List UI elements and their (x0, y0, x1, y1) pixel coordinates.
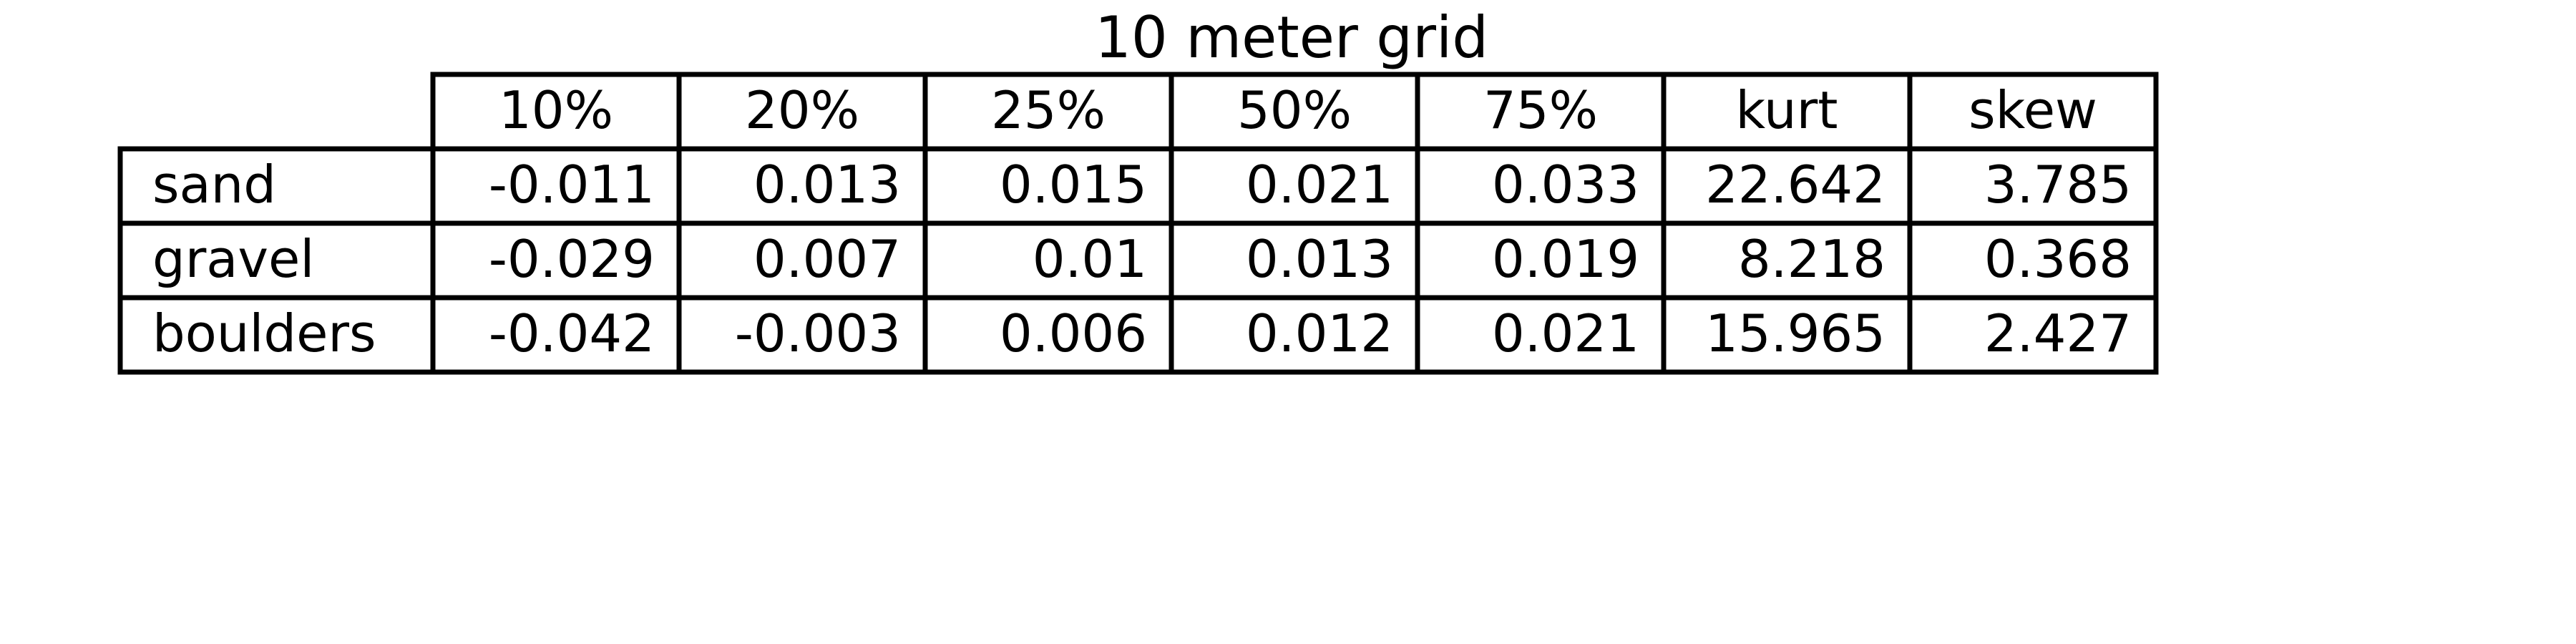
table-cell-value: 15.965 (1705, 303, 1885, 364)
table-cell-value: 0.013 (753, 155, 901, 215)
row-label: sand (152, 155, 276, 215)
table-cell-value: 0.015 (1000, 155, 1147, 215)
column-header: 75% (1483, 80, 1598, 140)
table-cells: 10% 20% 25% 50% 75% kurt skew sand -0.011 0.013 0.… (152, 80, 2132, 364)
table-cell-value: 0.006 (1000, 303, 1147, 364)
table-cell-value: 0.021 (1246, 155, 1393, 215)
table-cell-value: 0.01 (1033, 229, 1147, 289)
table-cell-value: -0.029 (489, 229, 655, 289)
table-cell-value: 22.642 (1705, 155, 1885, 215)
table-cell-value: 0.368 (1984, 229, 2132, 289)
column-header: 50% (1237, 80, 1352, 140)
table-cell-value: 3.785 (1984, 155, 2132, 215)
table-cell-value: -0.011 (489, 155, 655, 215)
column-header: skew (1968, 80, 2097, 140)
column-header: 10% (499, 80, 613, 140)
table-cell-value: 0.007 (753, 229, 901, 289)
table-cell-value: 0.012 (1246, 303, 1393, 364)
column-header: 25% (991, 80, 1106, 140)
column-header: 20% (745, 80, 859, 140)
table-cell-value: -0.042 (489, 303, 655, 364)
table-cell-value: 0.033 (1492, 155, 1639, 215)
table-cell-value: -0.003 (735, 303, 901, 364)
table-title: 10 meter grid (1095, 4, 1488, 71)
table-grid (117, 72, 2159, 375)
row-label: gravel (152, 229, 314, 289)
table-cell-value: 0.021 (1492, 303, 1639, 364)
table-cell-value: 8.218 (1738, 229, 1885, 289)
table-cell-value: 0.019 (1492, 229, 1639, 289)
column-header: kurt (1736, 80, 1838, 140)
row-label: boulders (152, 303, 376, 364)
table-cell-value: 2.427 (1984, 303, 2132, 364)
table-cell-value: 0.013 (1246, 229, 1393, 289)
